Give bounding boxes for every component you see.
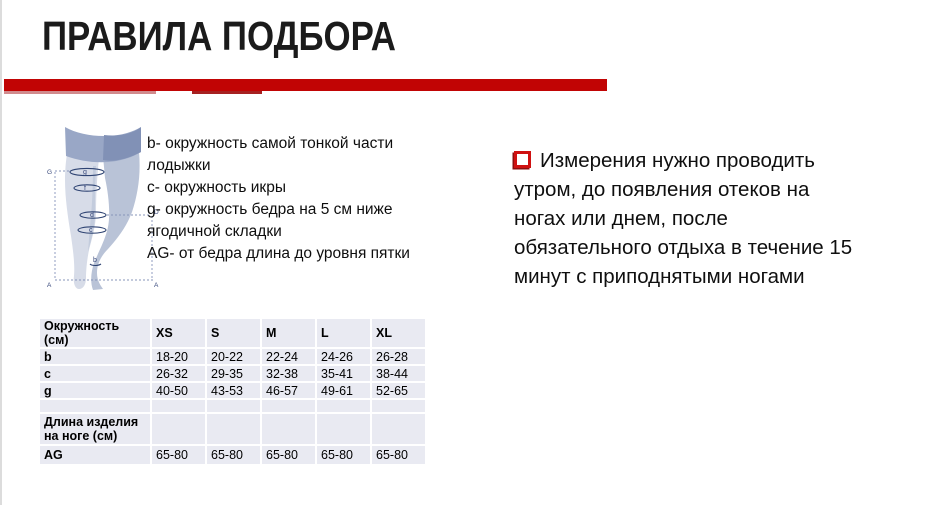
cell: 20-22 [205,347,262,366]
leg-measurement-diagram: G g f d D c b A A [47,127,159,290]
title-accent-underline-left [4,91,156,94]
header-xs: XS [150,317,207,349]
row-label: b [38,347,152,366]
label-g: g [83,169,87,176]
page-title: ПРАВИЛА ПОДБОРА [42,13,396,59]
label-b: b [93,257,97,264]
row-label: c [38,364,152,383]
cell: 40-50 [150,381,207,400]
cell: 65-80 [205,444,262,466]
cell: 46-57 [260,381,317,400]
cell: 65-80 [315,444,372,466]
diagram-letters: G g f d D c b A A [47,169,159,289]
table-row-length-header: Длина изделия на ноге (см) [38,412,427,446]
label-f: f [84,185,86,192]
cell: 52-65 [370,381,427,400]
measurement-arcs [69,167,107,267]
header-l: L [315,317,372,349]
cell: 43-53 [205,381,262,400]
label-d: d [90,212,94,219]
row-label: g [38,381,152,400]
row-label: Длина изделия на ноге (см) [38,412,152,446]
measurement-caption: b- окружность самой тонкой части лодыжки… [147,135,410,262]
cell: 24-26 [315,347,372,366]
label-D: D [154,209,159,216]
cell: 38-44 [370,364,427,383]
title-accent-bar [4,79,607,91]
square-bullet-icon [514,151,531,168]
cell [370,412,427,446]
cell: 18-20 [150,347,207,366]
label-c: c [89,227,93,234]
header-m: M [260,317,317,349]
cell: 26-28 [370,347,427,366]
cell: 32-38 [260,364,317,383]
table-row-g: g 40-50 43-53 46-57 49-61 52-65 [38,381,427,400]
header-circumference: Окружность (см) [38,317,152,349]
back-leg-shape [91,152,140,290]
table-row-spacer [38,398,427,414]
title-accent-underline-mid [192,91,262,94]
table-row-c: c 26-32 29-35 32-38 35-41 38-44 [38,364,427,383]
size-table: Окружность (см) XS S M L XL b 18-20 20-2… [38,317,427,466]
header-s: S [205,317,262,349]
cell [150,412,207,446]
front-leg-shade [88,166,96,252]
row-label: AG [38,444,152,466]
table-row-b: b 18-20 20-22 22-24 24-26 26-28 [38,347,427,366]
label-A-left: A [47,282,52,289]
cell [150,398,207,414]
cell: 65-80 [370,444,427,466]
hips-shade [103,127,141,161]
cell [315,398,372,414]
table-header-row: Окружность (см) XS S M L XL [38,317,427,349]
table-row-ag: AG 65-80 65-80 65-80 65-80 65-80 [38,444,427,466]
header-xl: XL [370,317,427,349]
cell: 65-80 [260,444,317,466]
cell [370,398,427,414]
cell [315,412,372,446]
cell: 35-41 [315,364,372,383]
measurement-note: Измерения нужно проводить утром, до появ… [514,146,916,291]
note-text: Измерения нужно проводить утром, до появ… [514,149,853,288]
cell: 22-24 [260,347,317,366]
cell [205,412,262,446]
row-label [38,398,152,414]
cell: 29-35 [205,364,262,383]
cell: 65-80 [150,444,207,466]
cell: 26-32 [150,364,207,383]
cell [260,398,317,414]
measurement-dashed-lines [54,170,154,281]
cell [205,398,262,414]
label-G: G [47,169,52,176]
cell: 49-61 [315,381,372,400]
cell [260,412,317,446]
label-A-right: A [154,282,159,289]
